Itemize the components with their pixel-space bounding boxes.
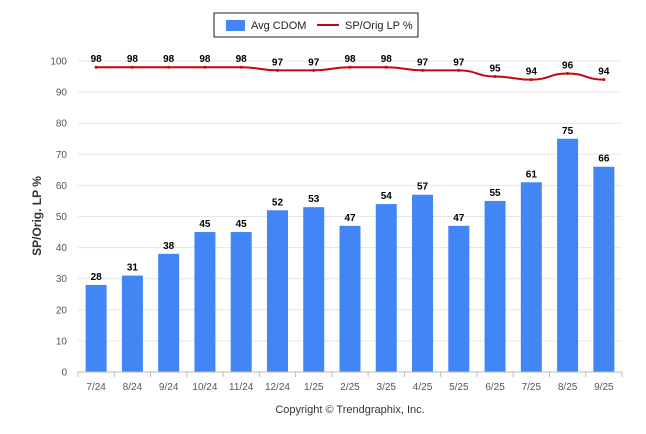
bar-value-label: 31 bbox=[127, 263, 139, 274]
y-axis-title: SP/Orig. LP % bbox=[30, 176, 44, 256]
bar-value-label: 75 bbox=[562, 126, 574, 137]
line-value-label: 98 bbox=[91, 54, 103, 65]
bar-value-label: 57 bbox=[417, 182, 429, 193]
y-axis-ticks: 0 10 20 30 40 50 60 70 80 90 100 bbox=[50, 57, 67, 379]
line-value-label: 97 bbox=[417, 57, 429, 68]
line-value-label: 95 bbox=[490, 64, 502, 75]
line-point bbox=[566, 71, 570, 75]
x-tick-label: 7/25 bbox=[522, 382, 542, 393]
line-value-label: 94 bbox=[598, 67, 610, 78]
bar bbox=[557, 138, 579, 372]
bar bbox=[303, 207, 325, 372]
line-point bbox=[493, 75, 497, 79]
bar-value-label: 45 bbox=[199, 219, 211, 230]
x-tick-label: 7/24 bbox=[86, 382, 106, 393]
bar bbox=[230, 232, 252, 372]
bar bbox=[85, 284, 107, 372]
line-point bbox=[348, 65, 352, 69]
x-tick-label: 8/25 bbox=[558, 382, 578, 393]
line-point bbox=[167, 65, 171, 69]
y-tick-label: 60 bbox=[56, 181, 68, 192]
line-point bbox=[94, 65, 98, 69]
y-tick-label: 80 bbox=[56, 119, 68, 130]
bar bbox=[339, 225, 361, 372]
bar-value-label: 47 bbox=[344, 213, 356, 224]
bar bbox=[158, 253, 180, 372]
line-value-label: 98 bbox=[163, 54, 175, 65]
line-point bbox=[203, 65, 207, 69]
bar bbox=[375, 204, 397, 372]
line-point bbox=[421, 68, 425, 72]
bar-value-label: 53 bbox=[308, 194, 320, 205]
legend-frame bbox=[213, 12, 419, 38]
line-point bbox=[275, 68, 279, 72]
line-value-label: 98 bbox=[381, 54, 393, 65]
line-point bbox=[130, 65, 134, 69]
y-tick-label: 70 bbox=[56, 150, 68, 161]
bar-value-label: 54 bbox=[381, 191, 393, 202]
x-tick-label: 12/24 bbox=[265, 382, 290, 393]
bar bbox=[448, 225, 470, 372]
x-axis: 7/24 8/24 9/24 10/24 11/24 12/24 1/25 2/25 3/25 4… bbox=[77, 371, 623, 393]
line-value-label: 96 bbox=[562, 60, 574, 71]
legend-bar-swatch bbox=[226, 20, 245, 31]
legend-line-label[interactable]: SP/Orig LP % bbox=[345, 20, 413, 32]
x-tick-label: 11/24 bbox=[229, 382, 254, 393]
bar bbox=[593, 166, 615, 372]
legend[interactable]: Avg CDOM SP/Orig LP % bbox=[213, 12, 419, 38]
y-tick-label: 30 bbox=[56, 274, 68, 285]
line-point bbox=[384, 65, 388, 69]
line-point bbox=[239, 65, 243, 69]
x-tick-label: 5/25 bbox=[449, 382, 469, 393]
line-value-label: 98 bbox=[236, 54, 248, 65]
x-tick-label: 4/25 bbox=[413, 382, 433, 393]
bar-value-label: 61 bbox=[526, 169, 538, 180]
y-tick-label: 0 bbox=[61, 368, 67, 379]
x-tick-label: 1/25 bbox=[304, 382, 324, 393]
x-tick-label: 8/24 bbox=[123, 382, 143, 393]
bar-value-label: 45 bbox=[236, 219, 248, 230]
bar bbox=[266, 210, 288, 372]
line-value-label: 98 bbox=[127, 54, 139, 65]
bar bbox=[121, 275, 143, 372]
y-tick-label: 20 bbox=[56, 305, 68, 316]
bar-series bbox=[85, 138, 615, 372]
legend-bar-label[interactable]: Avg CDOM bbox=[251, 20, 306, 32]
x-tick-label: 10/24 bbox=[192, 382, 217, 393]
bar-value-label: 47 bbox=[453, 213, 465, 224]
bar bbox=[484, 200, 506, 372]
line-point bbox=[312, 68, 316, 72]
line-value-label: 98 bbox=[199, 54, 211, 65]
y-tick-label: 90 bbox=[56, 88, 68, 99]
data-labels: 28 31 38 45 45 52 53 47 54 57 47 55 61 75 66 98 98 98 98 98… bbox=[91, 54, 610, 283]
line-point bbox=[602, 78, 606, 82]
bar bbox=[520, 182, 542, 372]
y-tick-label: 100 bbox=[50, 57, 67, 68]
x-tick-label: 9/25 bbox=[594, 382, 614, 393]
x-tick-label: 6/25 bbox=[485, 382, 505, 393]
bar-value-label: 55 bbox=[490, 188, 502, 199]
bar-value-label: 52 bbox=[272, 197, 284, 208]
x-tick-label: 3/25 bbox=[377, 382, 397, 393]
y-tick-label: 40 bbox=[56, 243, 68, 254]
line-value-label: 97 bbox=[272, 57, 284, 68]
line-value-label: 98 bbox=[344, 54, 356, 65]
copyright-text: Copyright © Trendgraphix, Inc. bbox=[275, 404, 424, 416]
line-series bbox=[94, 65, 606, 82]
bar bbox=[194, 232, 216, 372]
line-point bbox=[457, 68, 461, 72]
y-tick-label: 10 bbox=[56, 336, 68, 347]
line-point bbox=[529, 78, 533, 82]
bar-value-label: 66 bbox=[598, 154, 610, 165]
x-tick-label: 9/24 bbox=[159, 382, 179, 393]
bar bbox=[412, 194, 434, 372]
line-value-label: 97 bbox=[453, 57, 465, 68]
line-value-label: 97 bbox=[308, 57, 320, 68]
line-value-label: 94 bbox=[526, 67, 538, 78]
bar-value-label: 38 bbox=[163, 241, 175, 252]
bar-value-label: 28 bbox=[91, 272, 103, 283]
y-tick-label: 50 bbox=[56, 212, 68, 223]
x-tick-label: 2/25 bbox=[340, 382, 360, 393]
